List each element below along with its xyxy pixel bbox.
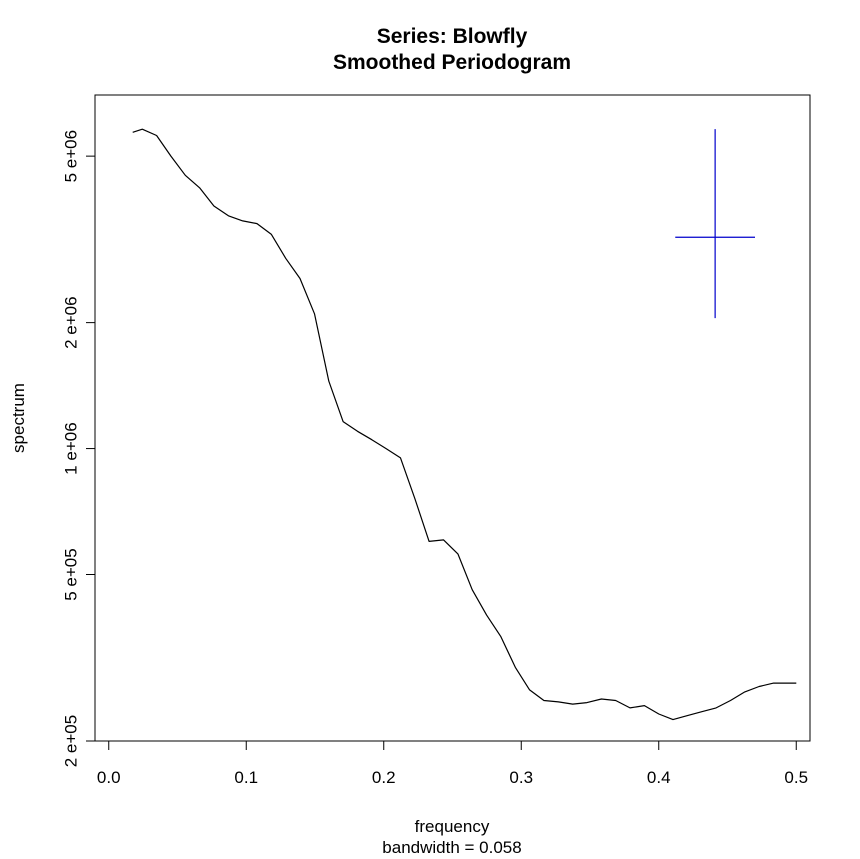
y-tick-label: 2 e+05 [61,715,80,767]
series-line [132,128,797,721]
x-tick-label: 0.0 [97,768,121,787]
x-tick-label: 0.2 [372,768,396,787]
x-tick-label: 0.1 [234,768,258,787]
series-layer [132,128,797,721]
y-tick-label: 1 e+06 [61,422,80,474]
y-tick-label: 5 e+05 [61,548,80,600]
x-axis-sublabel: bandwidth = 0.058 [382,838,521,857]
y-tick-label: 2 e+06 [61,296,80,348]
x-axis-label: frequency [415,817,490,836]
x-tick-label: 0.4 [647,768,671,787]
confidence-bar [675,129,755,319]
x-axis: 0.0 0.1 0.2 0.3 0.4 0.5 [97,740,808,787]
y-tick-label: 5 e+06 [61,130,80,182]
x-tick-label: 0.3 [509,768,533,787]
y-axis: 2 e+05 5 e+05 1 e+06 2 e+06 5 e+06 [61,130,96,767]
chart-subtitle: Smoothed Periodogram [333,51,571,74]
y-axis-label: spectrum [9,383,28,453]
x-tick-label: 0.5 [784,768,808,787]
chart-title: Series: Blowfly [377,25,528,48]
